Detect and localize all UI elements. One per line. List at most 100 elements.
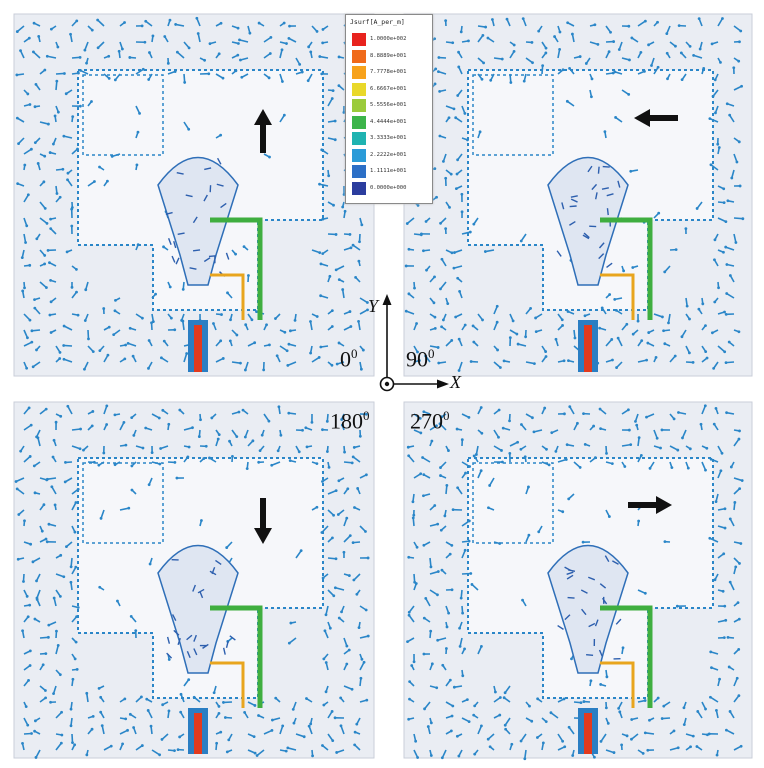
current-vector-head: [362, 660, 366, 664]
current-vector-head: [735, 160, 739, 164]
current-vector-head: [321, 744, 324, 747]
legend-entry: 0.0000e+000: [352, 181, 428, 195]
current-vector: [493, 361, 501, 369]
current-vector-head: [413, 286, 416, 290]
current-vector-head: [738, 40, 741, 44]
current-vector: [509, 73, 512, 83]
coupling-stub-inner: [210, 661, 245, 708]
current-vector-head: [195, 16, 199, 20]
current-vector-head: [663, 342, 667, 346]
current-vector-head: [503, 723, 507, 727]
current-vector-head: [145, 697, 149, 701]
current-vector-head: [656, 20, 659, 24]
current-vector-head: [710, 666, 713, 670]
current-vector-head: [721, 17, 724, 20]
antenna-current-plot: [13, 13, 375, 377]
current-vector: [493, 445, 502, 452]
current-vector-head: [599, 683, 603, 686]
current-vector: [23, 313, 31, 321]
current-vector-head: [320, 531, 324, 534]
current-vector-head: [480, 724, 483, 728]
current-vector-head: [424, 354, 428, 358]
current-vector: [325, 605, 329, 615]
current-vector-head: [285, 42, 288, 45]
current-vector-head: [558, 48, 562, 51]
current-vector-head: [140, 316, 144, 320]
current-vector-head: [458, 290, 461, 293]
current-vector-head: [217, 711, 221, 715]
patch-current-vector: [203, 257, 211, 263]
current-vector-head: [474, 453, 478, 456]
current-vector-head: [136, 130, 140, 134]
current-vector: [295, 733, 305, 738]
current-vector-head: [75, 667, 79, 671]
current-vector-head: [310, 420, 314, 424]
current-vector-head: [268, 155, 271, 159]
current-vector-head: [713, 300, 717, 304]
current-vector-head: [701, 302, 705, 306]
current-vector-head: [643, 591, 647, 595]
current-vector-head: [49, 278, 52, 282]
current-vector-head: [321, 217, 325, 221]
current-vector-head: [440, 257, 444, 261]
current-vector: [710, 696, 719, 703]
current-vector-head: [687, 351, 691, 355]
current-vector-head: [419, 472, 423, 476]
current-vector: [701, 405, 707, 415]
current-vector-head: [406, 445, 410, 449]
current-vector-head: [340, 610, 343, 614]
current-vector-head: [578, 466, 582, 469]
current-vector: [182, 320, 185, 331]
current-vector-head: [442, 159, 445, 163]
coordinate-axes: Y X: [368, 290, 480, 400]
current-vector-head: [71, 115, 75, 119]
current-vector-head: [56, 110, 60, 114]
current-vector-head: [239, 58, 242, 62]
current-vector-head: [437, 70, 440, 74]
current-vector: [63, 358, 73, 363]
current-vector-head: [451, 508, 455, 512]
current-vector-head: [590, 95, 593, 99]
current-vector-head: [226, 291, 229, 295]
current-vector-head: [467, 415, 471, 419]
current-vector-head: [519, 447, 523, 451]
current-vector: [85, 693, 89, 703]
current-vector-head: [469, 572, 473, 575]
current-vector-head: [688, 317, 691, 321]
current-vector-head: [708, 536, 712, 540]
current-vector-head: [562, 359, 566, 363]
current-vector-head: [35, 348, 38, 352]
current-vector-head: [348, 233, 352, 236]
current-vector: [151, 749, 161, 756]
current-vector-head: [640, 339, 644, 343]
current-vector: [733, 233, 737, 243]
current-vector-head: [536, 736, 539, 739]
current-vector-head: [472, 713, 476, 717]
current-vector-head: [143, 40, 147, 44]
current-vector-head: [455, 427, 459, 431]
current-vector: [425, 597, 431, 607]
current-vector-head: [79, 427, 82, 431]
current-vector-head: [354, 275, 358, 279]
current-vector: [645, 732, 655, 735]
current-vector-head: [235, 333, 239, 337]
current-vector-head: [643, 19, 647, 23]
current-vector-head: [692, 53, 696, 57]
current-vector-head: [69, 724, 73, 728]
current-vector: [429, 570, 439, 575]
current-vector-head: [704, 707, 707, 711]
current-vector-head: [70, 207, 74, 211]
current-vector-head: [348, 310, 352, 313]
current-vector-head: [407, 247, 411, 251]
current-vector-head: [353, 506, 356, 509]
current-vector-head: [76, 313, 80, 317]
legend-entry: 1.1111e+001: [352, 165, 428, 178]
current-vector-head: [61, 167, 65, 171]
current-vector-head: [74, 565, 78, 569]
current-vector-head: [342, 193, 346, 196]
current-vector-head: [446, 302, 450, 305]
current-vector-head: [737, 617, 741, 621]
current-vector: [39, 217, 48, 225]
current-vector-head: [711, 94, 715, 98]
current-vector-head: [680, 335, 684, 339]
